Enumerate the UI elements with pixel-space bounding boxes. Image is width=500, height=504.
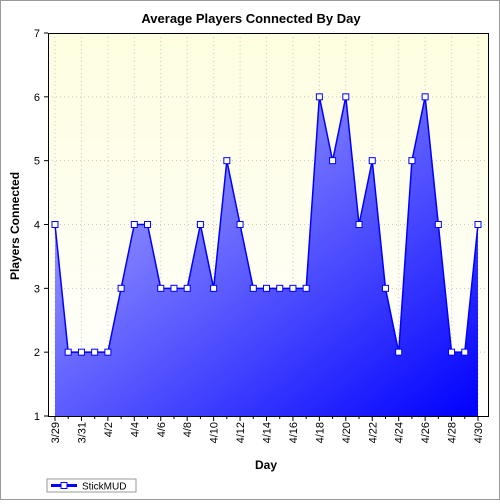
x-tick-label: 4/12 (235, 422, 247, 443)
x-tick-label: 4/28 (447, 422, 459, 443)
data-point (408, 157, 416, 165)
x-tick-label: 4/22 (367, 422, 379, 443)
y-tick-label: 4 (34, 220, 40, 232)
y-axis-title: Players Connected (8, 172, 22, 280)
data-point (157, 284, 165, 292)
data-point (355, 221, 363, 228)
y-tick-label: 7 (34, 28, 40, 40)
x-tick-label: 4/14 (262, 422, 274, 443)
y-tick-label: 5 (34, 156, 40, 168)
y-tick-label: 1 (34, 411, 40, 423)
y-tick-label: 3 (34, 283, 40, 295)
data-point (104, 348, 112, 356)
data-point (342, 93, 350, 101)
data-point (395, 348, 403, 356)
data-point (223, 157, 231, 165)
data-point (461, 348, 469, 356)
x-tick-label: 4/4 (129, 422, 141, 437)
x-tick-label: 4/8 (182, 422, 194, 437)
x-tick-label: 4/16 (288, 422, 300, 443)
data-point (144, 221, 152, 228)
x-tick-label: 4/18 (314, 422, 326, 443)
y-tick-label: 6 (34, 92, 40, 104)
data-point (117, 284, 125, 292)
x-tick-label: 4/10 (209, 422, 221, 443)
data-point (91, 348, 99, 356)
data-point (368, 157, 376, 165)
data-point (263, 284, 270, 292)
data-point (421, 93, 429, 101)
data-point (329, 157, 337, 165)
data-point (276, 284, 284, 292)
data-point (474, 221, 482, 228)
y-axis-ticks: 1 2 3 4 5 6 7 (34, 28, 48, 423)
data-point (302, 284, 310, 292)
data-point (434, 221, 442, 228)
x-tick-label: 4/30 (473, 422, 485, 443)
plot-border (48, 33, 489, 417)
data-point (130, 221, 138, 228)
legend-box (46, 478, 137, 493)
data-point (289, 284, 297, 292)
y-tick-label: 2 (34, 347, 40, 359)
data-point (315, 93, 323, 101)
legend-swatch-marker (60, 482, 68, 489)
data-point (77, 348, 85, 356)
x-tick-label: 4/2 (103, 422, 115, 437)
data-point (381, 284, 389, 292)
data-point (51, 221, 59, 228)
data-point (448, 348, 456, 356)
x-tick-label: 4/20 (341, 422, 353, 443)
series-area (55, 96, 478, 416)
data-point (64, 348, 72, 356)
x-axis-ticks: 3/29 3/31 4/2 4/4 4/6 4/8 4/10 4/12 4/14 4/16 4/18… (50, 416, 485, 443)
data-point (210, 284, 218, 292)
x-tick-label: 3/31 (76, 422, 88, 443)
data-point (183, 284, 191, 292)
data-markers (51, 93, 482, 356)
data-point (170, 284, 178, 292)
legend-label: StickMUD (82, 482, 126, 493)
data-point (196, 221, 204, 228)
x-tick-label: 3/29 (50, 422, 62, 443)
chart-title: Average Players Connected By Day (141, 11, 361, 26)
data-point (236, 221, 244, 228)
x-tick-label: 4/6 (156, 422, 168, 437)
legend: StickMUD (46, 478, 137, 493)
x-tick-label: 4/24 (394, 422, 406, 443)
data-point (249, 284, 257, 292)
x-tick-label: 4/26 (420, 422, 432, 443)
x-axis-title: Day (255, 458, 277, 472)
